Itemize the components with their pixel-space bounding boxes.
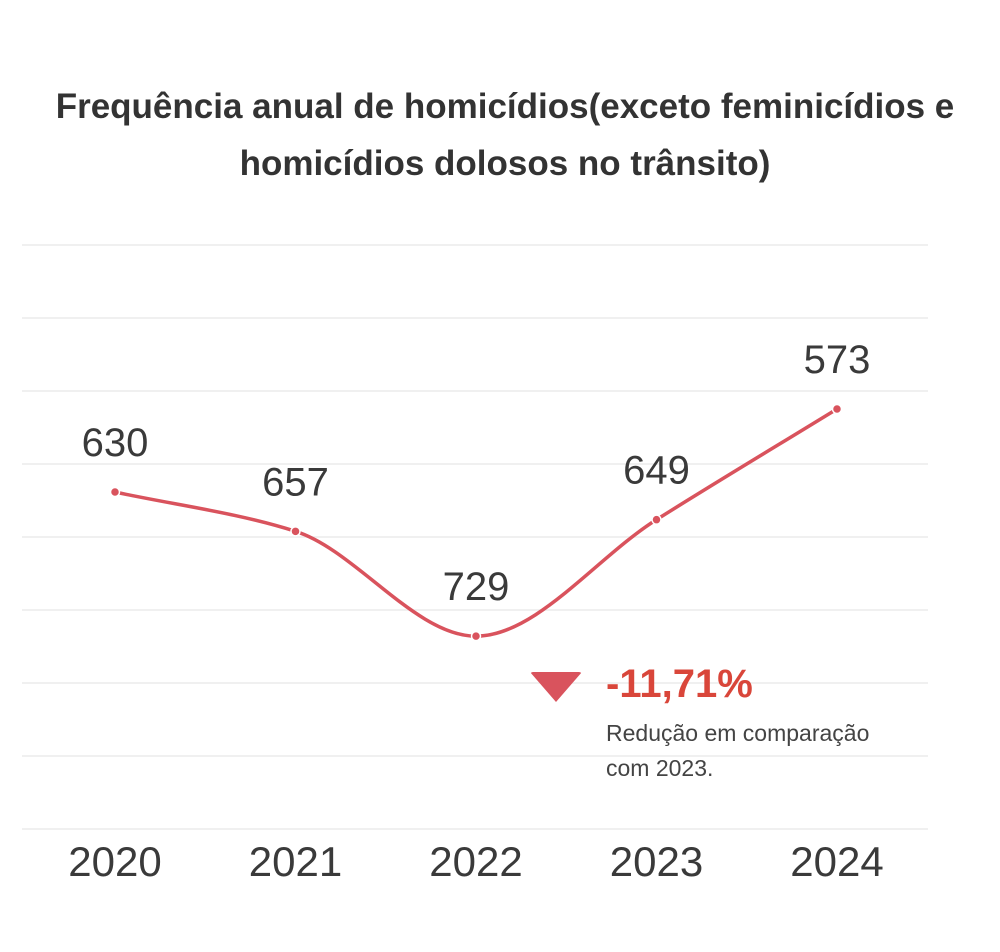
data-label-2023: 649 (623, 449, 690, 493)
x-axis-tick-labels: 2020 2021 2022 2023 2024 (68, 838, 883, 885)
data-points (109, 403, 843, 642)
data-point-2021 (290, 526, 301, 537)
change-percentage: -11,71% (606, 662, 753, 706)
data-label-2020: 630 (82, 421, 149, 465)
x-tick-label-2024: 2024 (790, 838, 883, 885)
change-annotation: -11,71% Redução em comparação com 2023. (530, 660, 890, 790)
x-tick-label-2023: 2023 (610, 838, 703, 885)
x-tick-label-2022: 2022 (429, 838, 522, 885)
data-point-2022 (470, 630, 482, 642)
data-labels: 630 657 729 649 573 (82, 338, 871, 609)
x-tick-label-2020: 2020 (68, 838, 161, 885)
chart-title: Frequência anual de homicídios(exceto fe… (55, 87, 955, 183)
data-label-2022: 729 (443, 565, 510, 609)
data-point-2020 (109, 486, 121, 498)
x-tick-label-2021: 2021 (249, 838, 342, 885)
data-point-2023 (651, 514, 662, 525)
data-label-2024: 573 (804, 338, 871, 382)
gridlines (22, 244, 928, 830)
down-arrow-icon (530, 672, 582, 702)
data-point-2024 (831, 403, 843, 415)
data-label-2021: 657 (262, 460, 329, 504)
change-note: Redução em comparação com 2023. (606, 720, 870, 781)
